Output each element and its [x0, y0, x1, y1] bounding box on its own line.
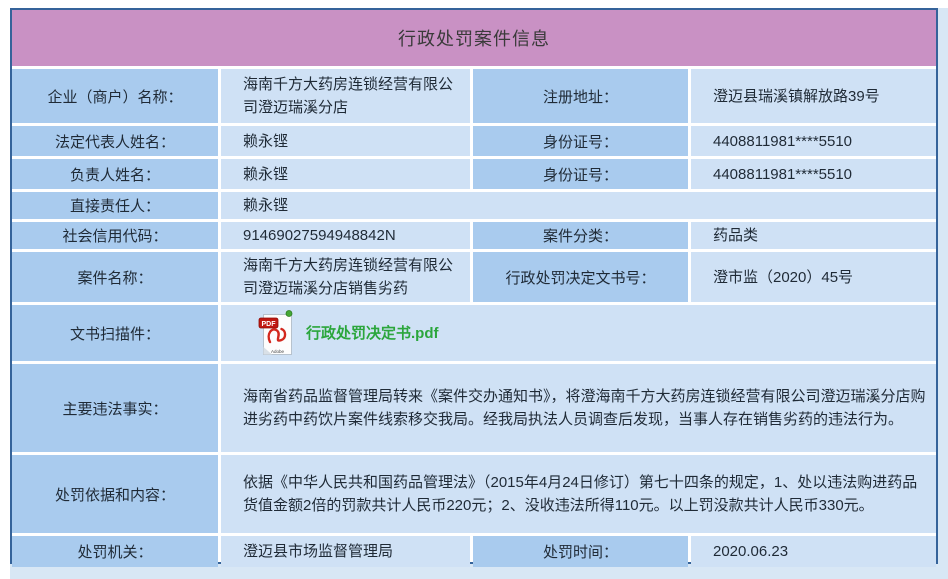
field-label-person-in-charge: 负责人姓名：: [12, 159, 218, 189]
penalty-case-table: 行政处罚案件信息 企业（商户）名称： 海南千方大药房连锁经营有限公司澄迈瑞溪分店…: [10, 8, 938, 567]
field-value-penalty-date: 2020.06.23: [691, 536, 936, 567]
field-value-person-in-charge: 赖永铿: [221, 159, 470, 189]
field-label-penalty-authority: 处罚机关：: [12, 536, 218, 567]
field-value-penalty-basis-content: 依据《中华人民共和国药品管理法》（2015年4月24日修订）第七十四条的规定，1…: [221, 455, 936, 533]
field-value-social-credit-code: 91469027594948842N: [221, 222, 470, 249]
field-label-main-illegal-facts: 主要违法事实：: [12, 364, 218, 452]
field-label-company-name: 企业（商户）名称：: [12, 69, 218, 123]
svg-text:PDF: PDF: [262, 321, 277, 328]
field-value-case-category: 药品类: [691, 222, 936, 249]
field-label-document-scan: 文书扫描件：: [12, 305, 218, 361]
page-background-right: [938, 8, 948, 579]
field-value-document-scan: PDF Adobe 行政处罚决定书.pdf: [221, 305, 936, 361]
field-label-penalty-date: 处罚时间：: [473, 536, 688, 567]
field-value-case-name: 海南千方大药房连锁经营有限公司澄迈瑞溪分店销售劣药: [221, 252, 470, 302]
field-label-legal-representative: 法定代表人姓名：: [12, 126, 218, 156]
field-value-registered-address: 澄迈县瑞溪镇解放路39号: [691, 69, 936, 123]
field-label-penalty-decision-doc-no: 行政处罚决定文书号：: [473, 252, 688, 302]
field-value-direct-responsible-person: 赖永铿: [221, 192, 936, 219]
field-label-social-credit-code: 社会信用代码：: [12, 222, 218, 249]
field-value-penalty-decision-doc-no: 澄市监（2020）45号: [691, 252, 936, 302]
field-value-company-name: 海南千方大药房连锁经营有限公司澄迈瑞溪分店: [221, 69, 470, 123]
pdf-file-icon[interactable]: PDF Adobe: [258, 309, 296, 357]
field-value-legal-representative: 赖永铿: [221, 126, 470, 156]
field-value-main-illegal-facts: 海南省药品监督管理局转来《案件交办通知书》，将澄海南千方大药房连锁经营有限公司澄…: [221, 364, 936, 452]
field-label-direct-responsible-person: 直接责任人：: [12, 192, 218, 219]
svg-text:Adobe: Adobe: [271, 349, 285, 354]
field-value-person-in-charge-id: 4408811981****5510: [691, 159, 936, 189]
field-label-legal-representative-id: 身份证号：: [473, 126, 688, 156]
field-label-person-in-charge-id: 身份证号：: [473, 159, 688, 189]
page-title: 行政处罚案件信息: [12, 10, 936, 66]
field-value-penalty-authority: 澄迈县市场监督管理局: [221, 536, 470, 567]
field-label-case-category: 案件分类：: [473, 222, 688, 249]
field-label-penalty-basis-content: 处罚依据和内容：: [12, 455, 218, 533]
field-value-legal-representative-id: 4408811981****5510: [691, 126, 936, 156]
page-background-bottom: [10, 564, 948, 579]
field-label-registered-address: 注册地址：: [473, 69, 688, 123]
field-label-case-name: 案件名称：: [12, 252, 218, 302]
pdf-document-link[interactable]: 行政处罚决定书.pdf: [306, 324, 439, 342]
